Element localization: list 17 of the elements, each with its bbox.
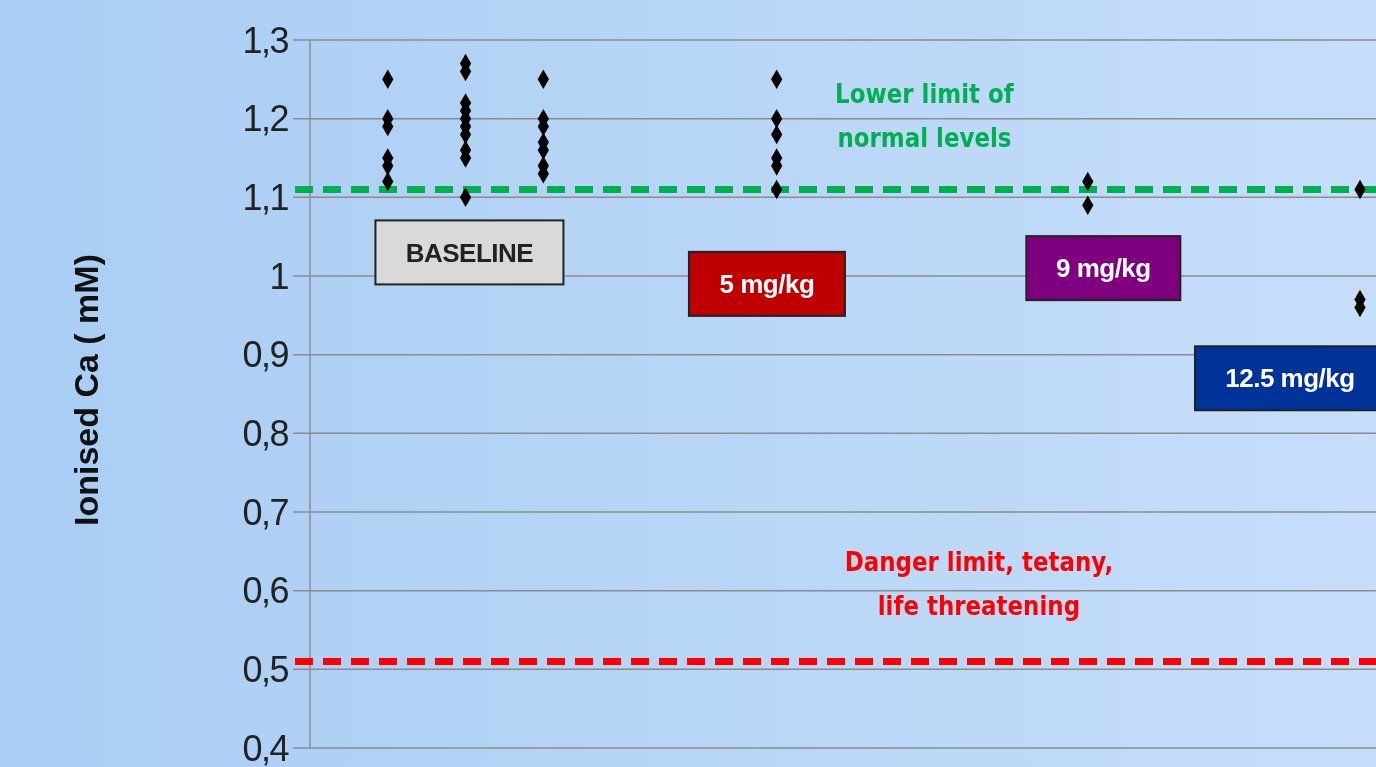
y-tick-label: 0,4	[242, 727, 289, 767]
y-tick-label: 1,3	[242, 19, 289, 61]
y-tick-label: 0,8	[242, 412, 289, 454]
annotation: 9 mg/kg	[1055, 253, 1151, 284]
annotation: 12.5 mg/kg	[1225, 363, 1355, 394]
y-axis-title: Ionised Ca ( mM)	[67, 253, 105, 527]
y-tick-label: 1,2	[242, 98, 289, 140]
ref-line-label: Danger limit, tetany, life threatening	[844, 546, 1114, 622]
y-tick-label: 1,1	[242, 176, 289, 218]
y-tick-label: 0,7	[242, 491, 289, 533]
y-tick-label: 0,9	[242, 334, 289, 376]
annotation: BASELINE	[405, 237, 534, 268]
y-tick-label: 0,6	[242, 570, 289, 612]
ref-line-label: Lower limit of normal levels	[835, 78, 1015, 154]
annotation: 5 mg/kg	[719, 268, 815, 299]
y-tick-label: 1	[269, 255, 289, 297]
y-tick-label: 0,5	[242, 648, 289, 690]
